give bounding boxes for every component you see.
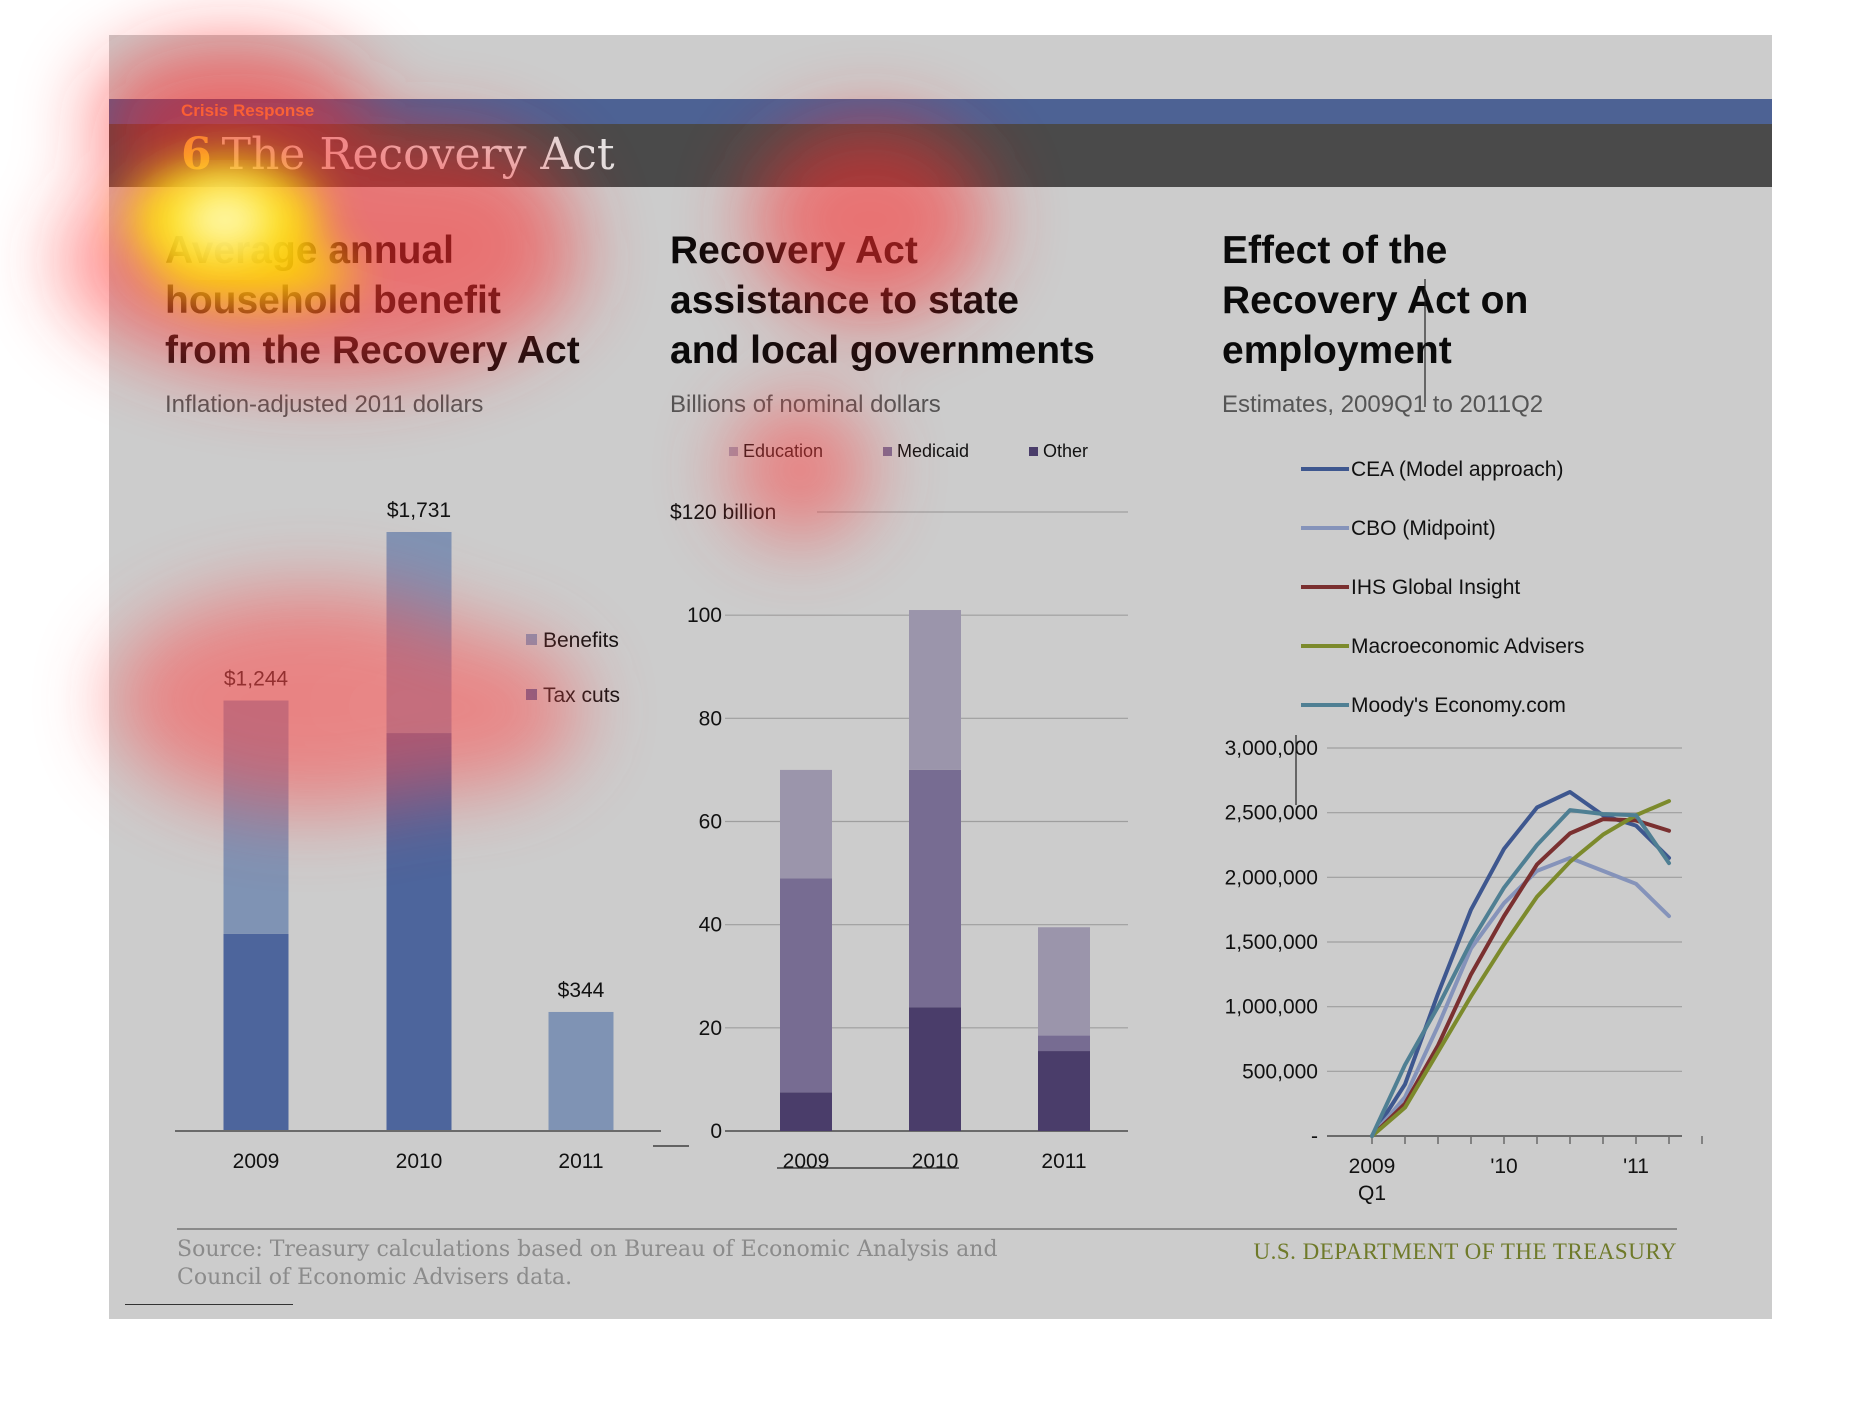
x-tick-label-2009: 2009 (783, 1150, 830, 1173)
slide: Crisis Response 6 The Recovery Act Averag… (109, 35, 1772, 1319)
series-ihs-line (1370, 817, 1671, 1138)
bar-total-label-2010: $1,731 (387, 499, 451, 522)
x-tick-label-2011: 2011 (558, 1150, 603, 1173)
chart-1-title-line: household benefit (165, 279, 501, 322)
legend-label-medicaid: Medicaid (897, 441, 969, 461)
series-macroeconomic-advisers-line (1370, 799, 1671, 1138)
legend-label-series-cbo: CBO (Midpoint) (1351, 517, 1496, 540)
y-tick-label-0: - (1311, 1125, 1318, 1148)
legend-label-series-macroeconomic-advisers: Macroeconomic Advisers (1351, 635, 1584, 658)
bar-education-2010 (909, 610, 961, 770)
chart-1-title-line: Average annual (165, 229, 454, 272)
chart-2-title-line: assistance to state (670, 279, 1019, 322)
bar-tax-cuts-2009 (223, 933, 289, 1131)
department-name: U.S. DEPARTMENT OF THE TREASURY (1253, 1239, 1677, 1264)
chart-3-title-line: Effect of the (1222, 229, 1447, 272)
legend-swatch-education (729, 447, 738, 456)
y-tick-label-2500000: 2,500,000 (1225, 802, 1318, 825)
bar-benefits-2010 (386, 532, 452, 734)
bar-tax-cuts-2010 (386, 733, 452, 1131)
legend-label-tax-cuts: Tax cuts (543, 684, 620, 707)
y-tick-label-20: 20 (699, 1017, 722, 1040)
chart-1-subtitle: Inflation-adjusted 2011 dollars (165, 391, 483, 418)
bar-education-2011 (1038, 927, 1090, 1036)
bar-medicaid-2009 (780, 878, 832, 1093)
x-tick-label-10: '10 (1490, 1155, 1517, 1178)
y-tick-label-120: $120 billion (670, 501, 776, 524)
y-tick-label-3000000: 3,000,000 (1225, 737, 1318, 760)
footnote-rule (125, 1304, 293, 1305)
chart-3-title-line: Recovery Act on (1222, 279, 1528, 322)
y-tick-label-2000000: 2,000,000 (1225, 866, 1318, 889)
chart-2-subtitle: Billions of nominal dollars (670, 391, 941, 418)
x-tick-label-2009: 2009 (1349, 1155, 1396, 1178)
y-tick-label-1500000: 1,500,000 (1225, 931, 1318, 954)
header-accent-bar (109, 99, 1772, 124)
source-note: Source: Treasury calculations based on B… (177, 1237, 998, 1290)
y-tick-label-80: 80 (699, 707, 722, 730)
series-cbo-line (1370, 855, 1671, 1138)
bar-medicaid-2010 (909, 769, 961, 1008)
chart-1-title-line: from the Recovery Act (165, 329, 580, 372)
bar-total-label-2009: $1,244 (224, 668, 289, 691)
legend-swatch-medicaid (883, 447, 892, 456)
legend-label-series-ihs: IHS Global Insight (1351, 576, 1520, 599)
x-tick-label-2009: 2009 (233, 1150, 280, 1173)
legend-swatch-tax-cuts (526, 689, 537, 700)
legend-label-series-cea: CEA (Model approach) (1351, 458, 1563, 481)
y-tick-label-1000000: 1,000,000 (1225, 996, 1318, 1019)
bar-other-2010 (909, 1007, 961, 1131)
bar-medicaid-2011 (1038, 1035, 1090, 1052)
bar-benefits-2009 (223, 700, 289, 934)
chart-3-subtitle: Estimates, 2009Q1 to 2011Q2 (1222, 391, 1543, 418)
chart-2-title-line: Recovery Act (670, 229, 918, 272)
x-tick-label-2010: 2010 (912, 1150, 959, 1173)
y-tick-label-100: 100 (687, 604, 722, 627)
x-tick-label-2010: 2010 (396, 1150, 443, 1173)
legend-label-other: Other (1043, 441, 1088, 461)
x-tick-label-11: '11 (1623, 1155, 1649, 1178)
bar-other-2009 (780, 1092, 832, 1131)
y-tick-label-40: 40 (699, 914, 722, 937)
bar-education-2009 (780, 769, 832, 879)
y-tick-label-60: 60 (699, 811, 722, 834)
bar-benefits-2011 (548, 1011, 614, 1131)
x-tick-label-2011: 2011 (1041, 1150, 1086, 1173)
series-moodys-line (1370, 808, 1671, 1138)
chart-3-title-line: employment (1222, 329, 1452, 372)
chart-2-title-line: and local governments (670, 329, 1095, 372)
legend-swatch-benefits (526, 634, 537, 645)
y-tick-label-500000: 500,000 (1242, 1060, 1318, 1083)
charts-canvas: Average annual household benefit from the … (165, 229, 1703, 1205)
legend-label-series-moodys: Moody's Economy.com (1351, 694, 1566, 717)
x-tick-label-Q1: Q1 (1358, 1182, 1386, 1205)
bar-total-label-2011: $344 (558, 979, 605, 1002)
bar-other-2011 (1038, 1051, 1090, 1131)
legend-label-benefits: Benefits (543, 629, 619, 652)
legend-swatch-other (1029, 447, 1038, 456)
legend-label-education: Education (743, 441, 823, 461)
y-tick-label-0: 0 (710, 1120, 722, 1143)
footer-rule (177, 1228, 1677, 1230)
